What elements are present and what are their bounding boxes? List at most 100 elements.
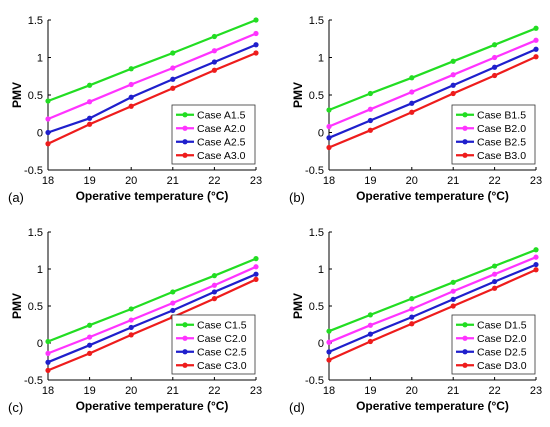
legend-entry: Case D2.5 [477, 347, 527, 359]
data-point [45, 338, 51, 345]
data-point [128, 81, 134, 88]
data-point [87, 115, 93, 121]
y-tick-label: 0.5 [309, 90, 324, 102]
data-point [492, 285, 498, 291]
legend-entry: Case A1.5 [197, 110, 246, 122]
legend-entry: Case A3.0 [197, 150, 246, 162]
data-point [170, 65, 176, 71]
panel-label: (a) [8, 190, 24, 205]
x-axis-label: Operative temperature (°C) [356, 189, 509, 203]
series-line-case-d3-0 [328, 268, 537, 362]
data-point [253, 17, 259, 23]
data-point [87, 99, 93, 105]
legend-entry: Case B2.0 [477, 123, 526, 135]
data-point [45, 98, 51, 104]
legend-marker [182, 125, 188, 131]
data-point [87, 121, 93, 127]
data-point [87, 322, 93, 328]
legend-marker [462, 152, 468, 158]
data-point [45, 359, 51, 365]
data-point [492, 271, 498, 277]
data-point [533, 247, 539, 253]
x-tick-label: 18 [42, 385, 54, 397]
series-line-case-b2-0 [328, 39, 537, 128]
legend-marker [182, 112, 188, 118]
x-tick-label: 22 [208, 175, 220, 187]
x-tick-label: 19 [364, 385, 376, 397]
data-point [211, 289, 217, 295]
y-tick-label: 0.5 [309, 301, 324, 313]
data-point [367, 331, 373, 337]
x-tick-label: 23 [250, 175, 262, 187]
data-point [450, 288, 456, 294]
data-point [253, 42, 259, 48]
legend-marker [182, 362, 188, 368]
legend-marker [182, 139, 188, 145]
data-point [253, 256, 259, 262]
data-point [211, 67, 217, 73]
data-point [87, 334, 93, 340]
x-tick-label: 18 [323, 175, 335, 187]
x-tick-label: 18 [323, 385, 335, 397]
series-line-case-c2-0 [47, 265, 257, 355]
y-tick-label: 0 [318, 128, 324, 140]
data-point [409, 75, 415, 81]
y-tick-label: 1.5 [28, 15, 43, 27]
x-tick-label: 20 [125, 385, 137, 397]
legend-entry: Case B1.5 [477, 110, 526, 122]
data-point [253, 271, 259, 277]
data-point [492, 263, 498, 269]
data-point [253, 264, 259, 270]
legend-entry: Case B3.0 [477, 150, 526, 162]
data-point [45, 367, 51, 373]
x-tick-label: 22 [488, 175, 500, 187]
chart-panel-d: -0.5 0 0.5 1 1.5 18 19 20 21 22 23 Operative temper… [289, 227, 542, 415]
data-point [450, 90, 456, 97]
legend-marker [462, 349, 468, 355]
data-point [533, 37, 539, 43]
x-tick-label: 22 [488, 385, 500, 397]
data-point [450, 303, 456, 309]
data-point [492, 72, 498, 79]
data-point [367, 338, 373, 345]
x-tick-label: 20 [406, 385, 418, 397]
data-point [326, 339, 332, 345]
y-tick-label: 0 [318, 338, 324, 350]
data-point [409, 296, 415, 302]
data-point [128, 332, 134, 338]
legend-entry: Case A2.0 [197, 123, 246, 135]
data-point [450, 296, 456, 302]
data-point [211, 282, 217, 288]
data-point [45, 141, 51, 147]
y-axis-label: PMV [291, 293, 305, 319]
y-tick-label: 0.5 [28, 90, 43, 102]
series-line-case-b2-5 [328, 48, 537, 139]
data-point [409, 89, 415, 95]
x-axis-label: Operative temperature (°C) [76, 189, 229, 203]
y-tick-label: 1.5 [309, 227, 324, 239]
legend-marker [462, 362, 468, 368]
data-point [170, 289, 176, 295]
data-point [492, 64, 498, 70]
data-point [211, 296, 217, 302]
legend-entry: Case C2.0 [197, 333, 247, 345]
data-point [326, 349, 332, 355]
legend-marker [462, 322, 468, 328]
data-point [128, 317, 134, 323]
y-tick-label: 1 [318, 264, 324, 276]
series-line-case-a2-0 [47, 32, 257, 121]
data-point [170, 50, 176, 56]
x-tick-label: 22 [208, 385, 220, 397]
data-point [450, 82, 456, 88]
y-tick-label: 1 [318, 53, 324, 65]
data-point [326, 135, 332, 141]
legend-entry: Case D2.0 [477, 333, 527, 345]
series-line-case-c3-0 [47, 278, 257, 372]
data-point [211, 273, 217, 279]
x-tick-label: 21 [167, 385, 179, 397]
series-line-case-b1-5 [328, 27, 537, 112]
